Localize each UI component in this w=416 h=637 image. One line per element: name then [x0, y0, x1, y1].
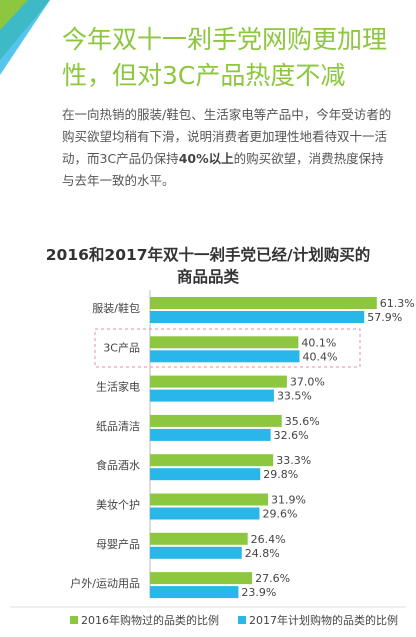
legend-swatch [70, 616, 78, 624]
bar [150, 507, 260, 520]
legend-swatch [238, 616, 246, 624]
value-label: 33.3% [276, 454, 311, 467]
value-label: 27.6% [255, 572, 290, 585]
bar [150, 546, 242, 559]
bar [150, 493, 269, 506]
category-label: 生活家电 [96, 380, 140, 394]
corner-decoration [0, 0, 50, 75]
value-label: 23.9% [241, 586, 276, 599]
bar [150, 454, 274, 467]
paragraph-text: 的购买欲望，消费热度保持与去年一致的水平。 [62, 151, 384, 188]
value-label: 61.3% [380, 297, 415, 310]
paragraph: 在一向热销的服装/鞋包、生活家电等产品中，今年受访者的购买欲望均稍有下滑，说明消… [62, 104, 392, 192]
page-title: 今年双十一剁手党网购更加理性，但对3C产品热度不减 [62, 25, 388, 90]
value-label: 26.4% [251, 533, 286, 546]
value-label: 31.9% [271, 494, 306, 507]
bar [150, 336, 299, 349]
value-label: 40.4% [302, 350, 337, 363]
bar [150, 428, 271, 441]
bar [150, 375, 287, 388]
category-label: 美妆个护 [96, 498, 140, 512]
category-label: 母婴产品 [96, 537, 140, 551]
bar [150, 297, 377, 309]
bar [150, 389, 274, 402]
bar [150, 414, 282, 427]
value-label: 32.6% [274, 429, 309, 442]
category-label: 户外/运动用品 [70, 576, 140, 590]
bar [150, 468, 261, 481]
category-label: 食品酒水 [96, 458, 140, 472]
value-label: 35.6% [285, 415, 320, 428]
highlight-box [94, 328, 361, 368]
value-label: 29.6% [263, 508, 298, 521]
bar [150, 311, 365, 323]
bar [150, 532, 248, 545]
category-label: 3C产品 [103, 340, 140, 354]
bar [150, 572, 253, 585]
value-label: 29.8% [263, 468, 298, 481]
bar [150, 586, 239, 599]
paragraph-bold: 40%以上 [178, 151, 234, 166]
legend-label: 2016年购物过的品类的比例 [81, 613, 219, 627]
value-label: 33.5% [277, 390, 312, 403]
chart-title: 2016和2017年双十一剁手党已经/计划购买的商品品类 [45, 246, 371, 286]
value-label: 40.1% [301, 336, 336, 349]
value-label: 57.9% [367, 311, 402, 324]
legend-label: 2017年计划购物的品类的比例 [249, 613, 398, 627]
category-label: 服装/鞋包 [92, 301, 140, 315]
value-label: 37.0% [290, 376, 325, 389]
paragraph-text: 在一向热销的服装/鞋包、生活家电等产品中，今年受访者的购买欲望均稍有下滑，说明消… [62, 107, 392, 166]
value-label: 24.8% [245, 547, 280, 560]
category-label: 纸品清洁 [96, 420, 140, 433]
bar [150, 350, 300, 363]
